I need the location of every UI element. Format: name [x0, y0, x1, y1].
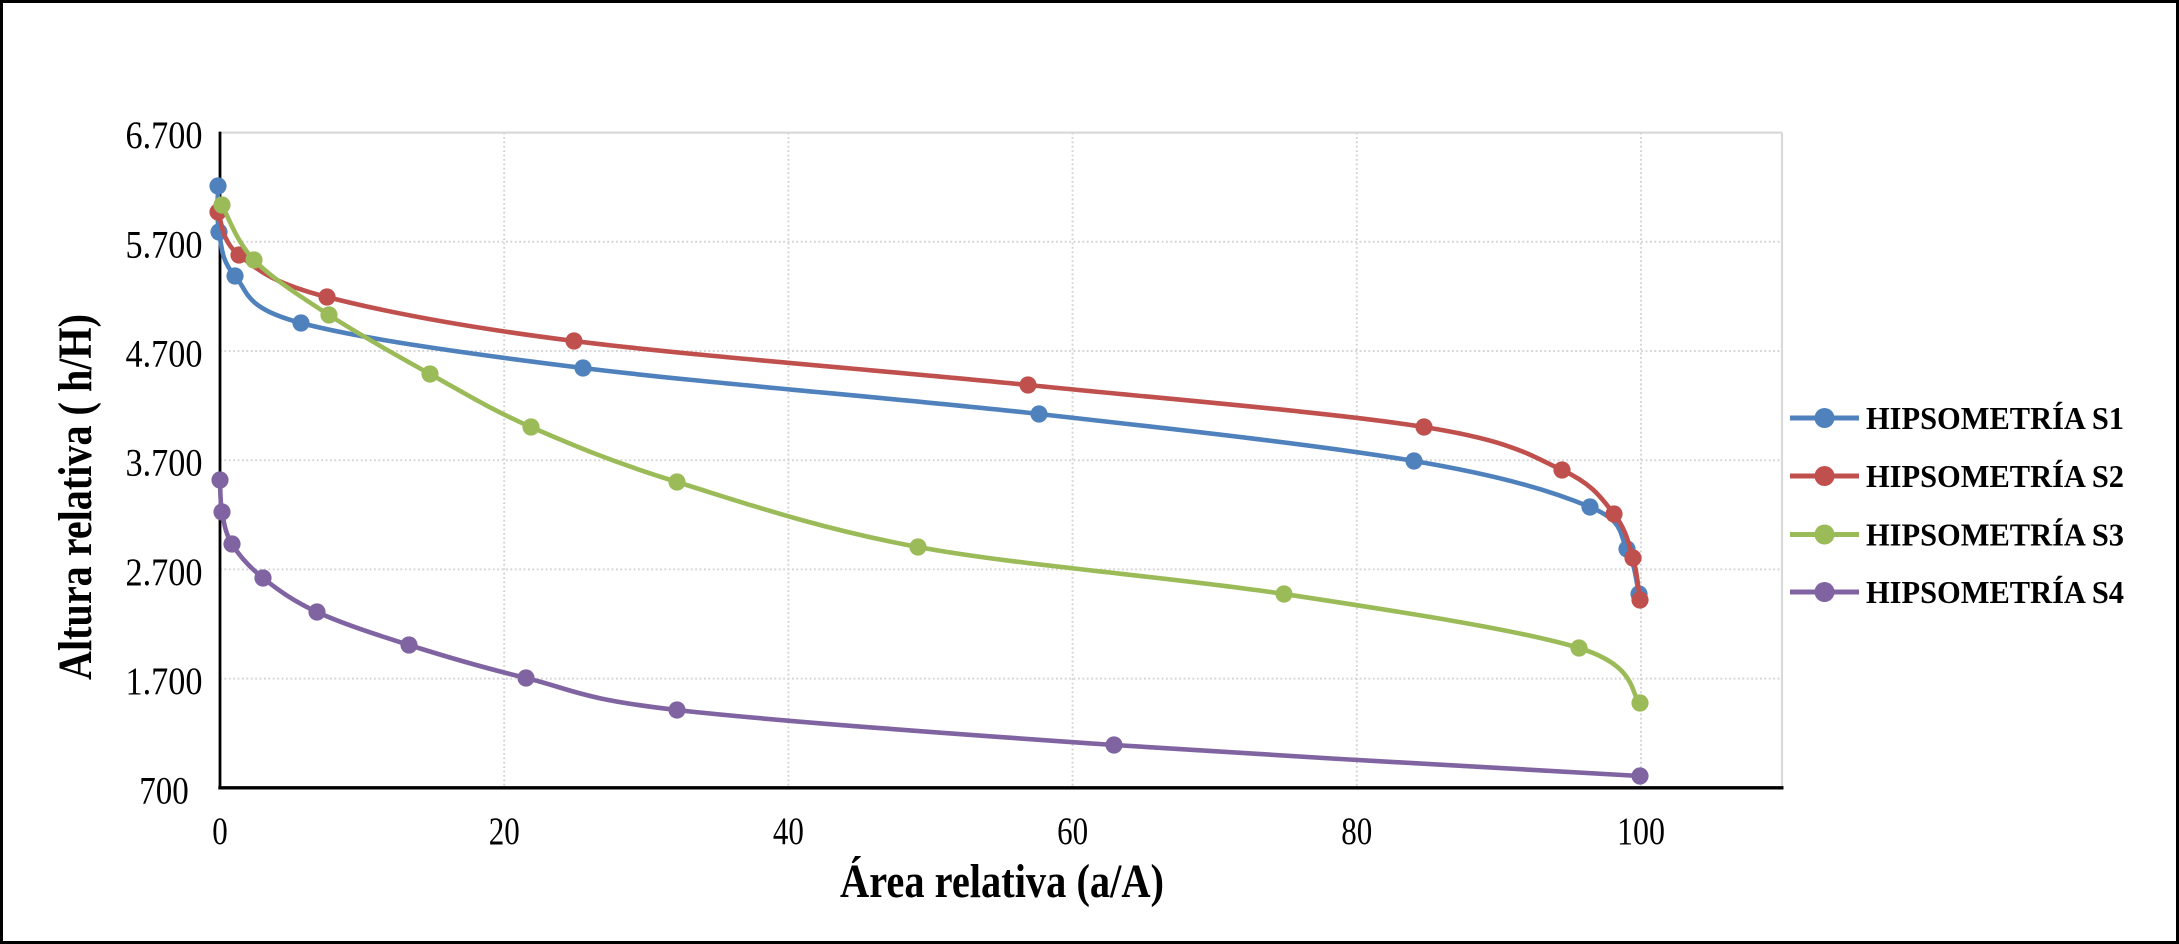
svg-text:5.700: 5.700 [126, 223, 203, 266]
svg-text:40: 40 [773, 810, 804, 853]
svg-text:60: 60 [1057, 810, 1088, 853]
svg-text:100: 100 [1617, 810, 1665, 853]
svg-text:20: 20 [489, 810, 520, 853]
svg-text:0: 0 [212, 810, 228, 853]
svg-text:80: 80 [1341, 810, 1372, 853]
svg-text:3.700: 3.700 [126, 442, 203, 485]
svg-text:HIPSOMETRÍA S3: HIPSOMETRÍA S3 [1866, 517, 2124, 553]
svg-text:6.700: 6.700 [126, 114, 203, 157]
svg-text:HIPSOMETRÍA S1: HIPSOMETRÍA S1 [1866, 400, 2124, 436]
svg-text:HIPSOMETRÍA S2: HIPSOMETRÍA S2 [1866, 458, 2124, 494]
svg-text:700: 700 [139, 769, 189, 812]
svg-text:2.700: 2.700 [126, 551, 203, 594]
svg-text:4.700: 4.700 [126, 333, 203, 376]
svg-text:Área relativa (a/A): Área relativa (a/A) [840, 855, 1164, 908]
svg-text:Altura relativa ( h/H): Altura relativa ( h/H) [49, 314, 102, 680]
svg-text:1.700: 1.700 [126, 660, 203, 703]
svg-text:HIPSOMETRÍA S4: HIPSOMETRÍA S4 [1866, 574, 2124, 610]
